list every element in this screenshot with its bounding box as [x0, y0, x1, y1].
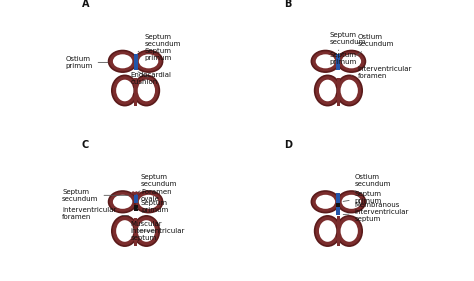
Ellipse shape [316, 54, 335, 68]
Text: Septum
primum: Septum primum [330, 52, 357, 65]
Ellipse shape [341, 80, 358, 101]
Ellipse shape [113, 54, 132, 68]
Text: B: B [284, 0, 292, 10]
Text: Interventricular
foramen: Interventricular foramen [351, 66, 412, 79]
Ellipse shape [138, 220, 155, 242]
FancyBboxPatch shape [337, 193, 340, 203]
Text: interventricular
foramen: interventricular foramen [62, 207, 128, 220]
Ellipse shape [116, 220, 133, 242]
Text: A: A [82, 0, 89, 10]
Text: Foramen
ovale: Foramen ovale [137, 189, 172, 203]
Text: Septum
primum: Septum primum [137, 200, 168, 213]
FancyBboxPatch shape [134, 205, 137, 211]
Text: Ostium
secundum: Ostium secundum [355, 174, 391, 192]
Text: Septum
primum: Septum primum [137, 48, 172, 61]
Ellipse shape [133, 216, 159, 246]
Ellipse shape [342, 54, 361, 68]
Ellipse shape [135, 191, 163, 213]
Ellipse shape [109, 191, 137, 213]
Text: C: C [82, 140, 89, 150]
Text: Ostium
secundum: Ostium secundum [357, 34, 394, 55]
Ellipse shape [315, 216, 341, 246]
Ellipse shape [319, 220, 336, 242]
FancyBboxPatch shape [134, 75, 137, 106]
FancyBboxPatch shape [337, 73, 340, 78]
FancyBboxPatch shape [134, 193, 137, 203]
FancyBboxPatch shape [337, 75, 340, 106]
Ellipse shape [109, 51, 137, 72]
Text: Ostium
primum: Ostium primum [65, 56, 108, 69]
Ellipse shape [135, 51, 163, 72]
Ellipse shape [311, 51, 339, 72]
Text: Septum
primum: Septum primum [343, 191, 382, 204]
Ellipse shape [319, 80, 336, 101]
Ellipse shape [139, 54, 158, 68]
Ellipse shape [342, 195, 361, 209]
Ellipse shape [116, 80, 133, 101]
Ellipse shape [113, 195, 132, 209]
Ellipse shape [311, 191, 339, 213]
Ellipse shape [337, 191, 365, 213]
FancyBboxPatch shape [337, 203, 340, 207]
FancyBboxPatch shape [134, 73, 137, 78]
Ellipse shape [112, 75, 138, 106]
Ellipse shape [315, 75, 341, 106]
Text: Endocardial
cushion: Endocardial cushion [130, 72, 171, 85]
Text: Membranous
interventricular
septum: Membranous interventricular septum [343, 201, 409, 221]
Ellipse shape [139, 195, 158, 209]
Ellipse shape [341, 220, 358, 242]
Ellipse shape [336, 216, 362, 246]
FancyBboxPatch shape [134, 214, 137, 218]
Ellipse shape [112, 216, 138, 246]
Text: Muscular
interventricular
septum: Muscular interventricular septum [130, 221, 184, 241]
Text: Septum
secundum: Septum secundum [330, 32, 366, 51]
Ellipse shape [133, 75, 159, 106]
FancyBboxPatch shape [337, 216, 340, 246]
FancyBboxPatch shape [337, 207, 340, 215]
Ellipse shape [336, 75, 362, 106]
Text: D: D [284, 140, 292, 150]
Text: Septum
secundum: Septum secundum [138, 34, 181, 51]
Ellipse shape [138, 80, 155, 101]
Text: Septum
secundum: Septum secundum [62, 189, 128, 202]
Ellipse shape [337, 51, 365, 72]
Text: Septum
secundum: Septum secundum [138, 174, 177, 192]
Ellipse shape [316, 195, 335, 209]
FancyBboxPatch shape [134, 54, 137, 71]
FancyBboxPatch shape [134, 216, 137, 246]
FancyBboxPatch shape [337, 54, 340, 71]
